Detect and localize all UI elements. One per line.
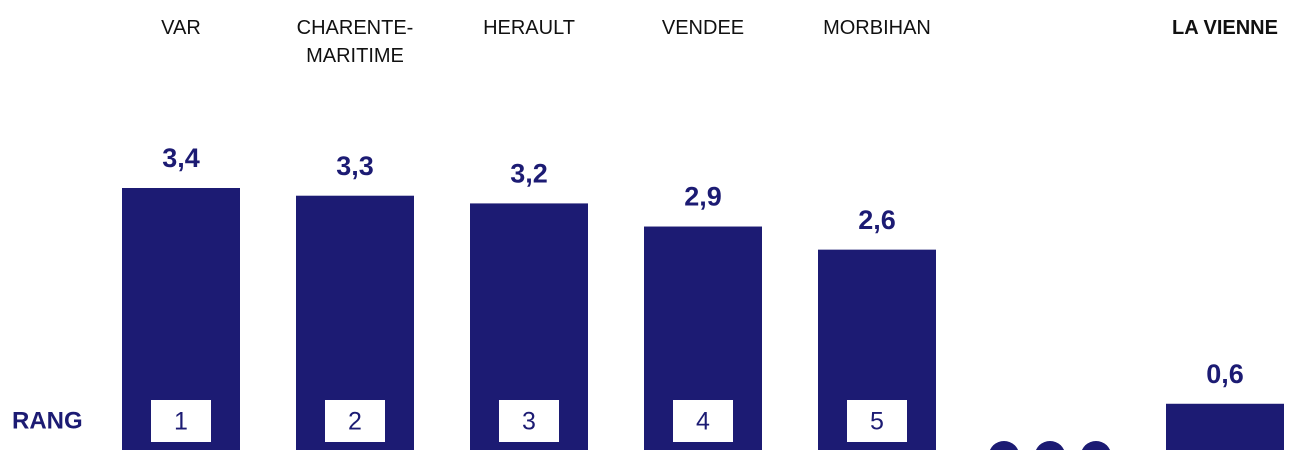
category-label: HERAULT xyxy=(483,17,575,39)
rank-label: 5 xyxy=(870,408,884,436)
value-label: 0,6 xyxy=(1206,359,1244,389)
rank-box xyxy=(673,400,733,442)
rank-box xyxy=(499,400,559,442)
value-label: 2,9 xyxy=(684,182,722,212)
category-label: MORBIHAN xyxy=(823,17,931,39)
value-label: 3,2 xyxy=(510,159,548,189)
value-label: 2,6 xyxy=(858,205,896,235)
dot xyxy=(1035,441,1065,450)
rank-label: 2 xyxy=(348,408,362,436)
category-label: VENDEE xyxy=(661,17,745,39)
rank-label: 3 xyxy=(522,408,536,436)
rank-label: 4 xyxy=(696,408,710,436)
bar xyxy=(1166,403,1284,450)
rank-box xyxy=(325,400,385,442)
rank-label: 1 xyxy=(174,408,188,436)
value-label: 3,3 xyxy=(336,151,374,181)
value-label: 3,4 xyxy=(162,143,200,173)
dot xyxy=(989,441,1019,450)
rank-box xyxy=(151,400,211,442)
dot xyxy=(1081,441,1111,450)
rank-title: RANG xyxy=(12,407,83,434)
category-label: LA VIENNE xyxy=(1172,17,1278,39)
category-label: VAR xyxy=(161,17,201,39)
category-label: CHARENTE- MARITIME xyxy=(296,17,414,67)
rank-box xyxy=(847,400,907,442)
ellipsis xyxy=(989,441,1111,450)
